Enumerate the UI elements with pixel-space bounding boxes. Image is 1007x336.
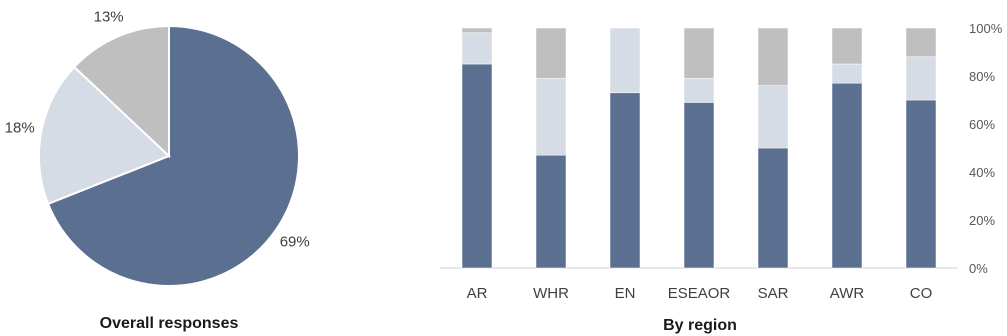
- y-tick-label-60: 60%: [969, 117, 995, 132]
- x-tick-label-EN: EN: [615, 285, 636, 302]
- pie-slice-label-2: 13%: [94, 9, 124, 26]
- x-tick-label-AWR: AWR: [830, 285, 865, 302]
- bar-segment-CO-s3: [905, 27, 937, 58]
- pie-caption: Overall responses: [100, 315, 239, 332]
- x-tick-label-CO: CO: [910, 285, 933, 302]
- bar-segment-AR-s3: [461, 27, 493, 34]
- x-tick-label-ESEAOR: ESEAOR: [668, 285, 731, 302]
- pie-slice-label-0: 69%: [280, 233, 310, 250]
- y-tick-label-80: 80%: [969, 69, 995, 84]
- x-tick-label-SAR: SAR: [758, 285, 789, 302]
- bar-segment-SAR-s3: [757, 27, 789, 86]
- bar-segment-ESEAOR-s3: [683, 27, 715, 79]
- stacked-bar-chart: AR WHR EN ESEAOR SAR AWR CO 0% 20% 40% 60% 80% 100%: [440, 21, 1003, 302]
- x-tick-label-WHR: WHR: [533, 285, 569, 302]
- bar-segment-WHR-s3: [535, 27, 567, 79]
- bar-segment-CO-s2: [905, 56, 937, 101]
- bar-segment-EN-s1: [609, 92, 641, 269]
- pie-slice-label-1: 18%: [5, 120, 35, 137]
- bar-segment-AWR-s2: [831, 63, 863, 84]
- x-tick-label-AR: AR: [467, 285, 488, 302]
- bar-segment-EN-s2: [609, 27, 641, 94]
- bar-segment-ESEAOR-s2: [683, 78, 715, 103]
- bar-segment-CO-s1: [905, 99, 937, 269]
- bar-segment-AR-s1: [461, 63, 493, 269]
- y-tick-label-100: 100%: [969, 21, 1003, 36]
- bar-segment-WHR-s1: [535, 154, 567, 269]
- y-tick-label-40: 40%: [969, 165, 995, 180]
- bar-segment-SAR-s2: [757, 85, 789, 149]
- y-tick-label-0: 0%: [969, 261, 988, 276]
- bar-segment-AWR-s3: [831, 27, 863, 65]
- bar-segment-SAR-s1: [757, 147, 789, 269]
- bar-segment-AWR-s1: [831, 82, 863, 269]
- bar-caption: By region: [663, 317, 737, 334]
- pie-slice-2: [72, 24, 170, 159]
- bar-segment-ESEAOR-s1: [683, 102, 715, 269]
- pie-slice-0: [46, 24, 300, 287]
- pie-chart: 69% 18% 13%: [5, 9, 310, 287]
- bar-segment-AR-s2: [461, 32, 493, 65]
- pie-slice-1: [38, 65, 171, 206]
- y-tick-label-20: 20%: [969, 213, 995, 228]
- bar-segment-WHR-s2: [535, 78, 567, 156]
